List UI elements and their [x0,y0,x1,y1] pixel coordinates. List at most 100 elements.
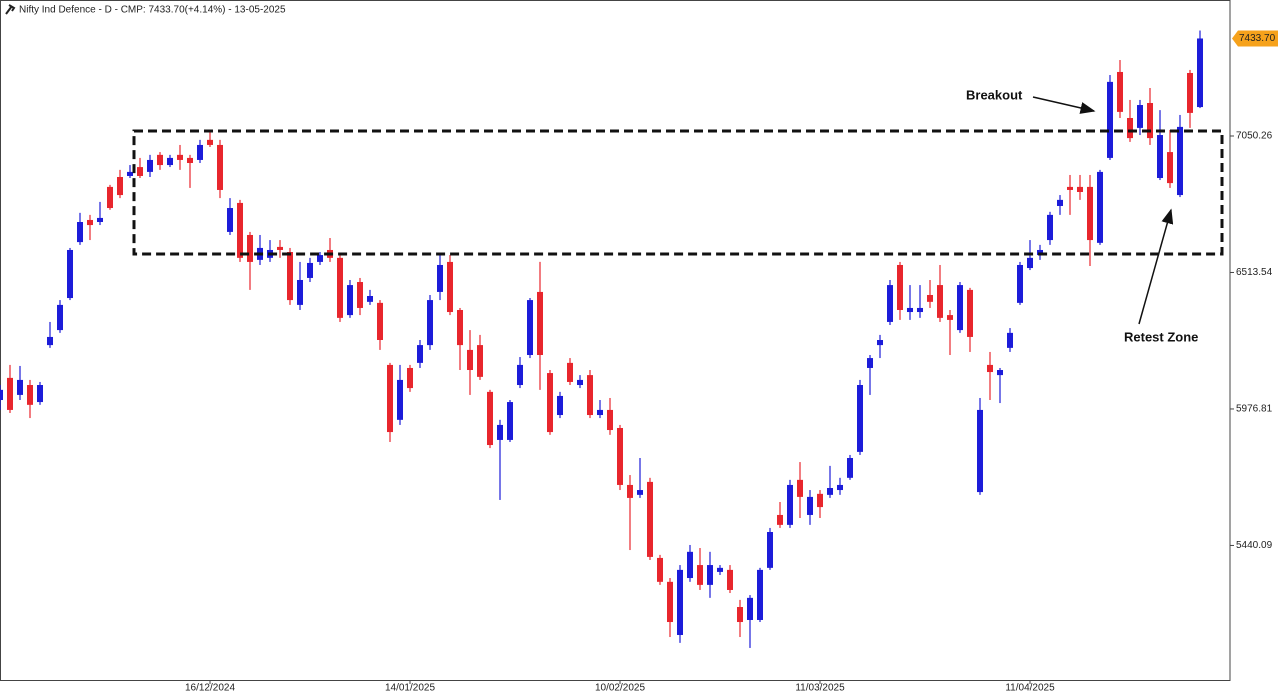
candle-body [667,581,673,623]
candle-body [487,391,493,446]
candle-body [687,551,693,579]
candle-body [447,261,453,313]
price-tag-label: 7433.70 [1239,33,1276,44]
zone-box [132,129,1224,256]
candle-body [297,279,303,305]
candle-body [837,484,843,491]
candle-body [187,157,193,164]
candle-body [1047,214,1053,241]
candle-body [807,496,813,515]
candle-body [677,569,683,635]
y-tick-label: 7050.26 [1236,131,1273,142]
candle-body [787,484,793,525]
candle-body [1097,171,1103,243]
candle-body [847,457,853,478]
candle-body [947,315,953,320]
candle-body [707,565,713,585]
candle-body [1077,186,1083,192]
y-tick-label: 5976.81 [1236,404,1273,415]
candle-body [587,375,593,416]
candle-body [197,144,203,160]
candle-body [1107,81,1113,158]
candle-body [557,395,563,416]
candle-body [927,294,933,302]
candle-body [607,409,613,431]
candle-body [57,304,63,331]
plot-frame [0,0,1231,681]
candle-body [67,249,73,299]
candle-body [367,296,373,302]
candle-body [757,569,763,620]
candle-body [477,345,483,377]
candle-body [207,139,213,145]
candle-body [0,389,3,401]
title-icon [5,4,16,15]
candle-body [867,358,873,368]
candle-body [537,291,543,356]
annotation: Retest Zone [1124,329,1198,344]
candle-body [1137,105,1143,128]
candle-body [887,285,893,322]
candle-body [657,557,663,582]
annotation-arrow [1138,208,1174,325]
candle-body [177,154,183,160]
x-tick-label: 11/03/2025 [795,683,845,694]
candle-body [987,364,993,373]
candle-body [767,531,773,568]
candle-body [377,302,383,340]
candle-body [877,340,883,346]
candle-body [27,385,33,405]
candle-body [527,300,533,356]
candle-body [577,379,583,386]
candle-body [127,171,133,176]
candle-body [437,264,443,292]
candle-body [17,379,23,395]
candle-body [797,479,803,497]
candle-body [307,262,313,278]
annotation: Breakout [966,87,1023,102]
candle-body [507,402,513,440]
candle-body [317,255,323,262]
candle-body [1177,126,1183,196]
candle-body [137,167,143,176]
candle-body [907,307,913,313]
candle-body [917,307,923,313]
candle-body [37,385,43,403]
candle-body [937,285,943,318]
candle-body [1007,332,1013,348]
x-tick-label: 11/04/2025 [1005,683,1055,694]
candle-body [747,597,753,620]
candle-body [697,565,703,585]
candle-body [347,285,353,316]
candle-body [157,154,163,166]
candle-body [277,246,283,250]
candle-body [857,385,863,452]
candle-body [1037,249,1043,256]
candle-body [117,176,123,196]
candle-body [247,234,253,262]
candle-body [167,157,173,166]
annotation-arrow [1032,96,1096,114]
candle-body [97,217,103,223]
candle-body [1117,71,1123,112]
candle-body [727,569,733,590]
candle-body [77,222,83,243]
candle-body [997,370,1003,376]
candle-body [147,159,153,172]
candle-body [897,264,903,310]
candle-body [517,364,523,386]
candle-body [647,481,653,557]
candle-body [497,424,503,440]
candle-body [1087,186,1093,241]
candle-body [737,607,743,623]
chart-title: Nifty Ind Defence - D - CMP: 7433.70(+4.… [19,5,286,16]
candle-body [1017,264,1023,303]
candle-body [777,514,783,525]
candle-body [827,488,833,495]
candle-body [1057,199,1063,206]
candle-body [337,257,343,318]
candle-body [217,144,223,190]
candle-body [1027,257,1033,269]
candle-body [977,409,983,493]
